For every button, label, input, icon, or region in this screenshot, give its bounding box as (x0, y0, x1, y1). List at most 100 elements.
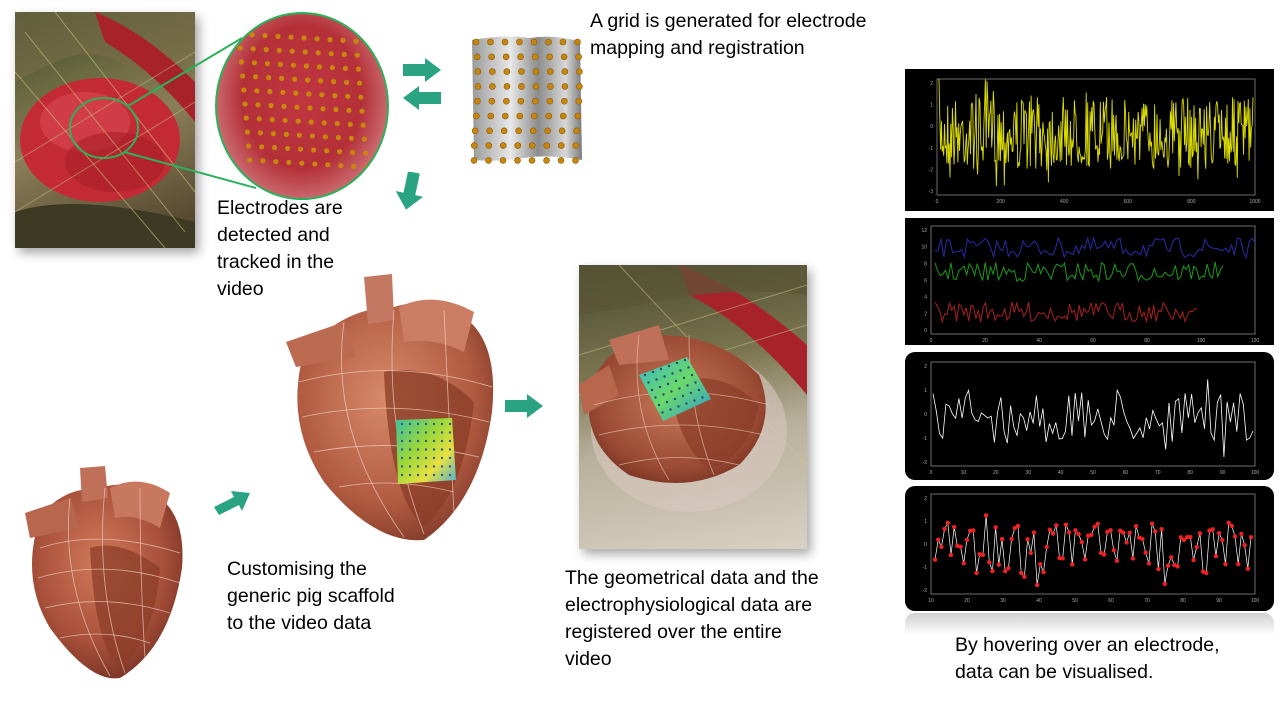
signal-plot-4[interactable]: 10 20 30 40 50 60 70 80 90 100 2 1 0 -1 -2 (905, 486, 1274, 611)
electrode-dot (290, 62, 296, 68)
grid-electrode (547, 83, 554, 90)
grid-electrode (503, 97, 510, 105)
signal-marker (1054, 523, 1059, 528)
signal-marker (1124, 540, 1129, 545)
y-tick-label: 1 (930, 103, 933, 109)
electrode-dot (322, 134, 328, 140)
caption-customise: Customising the generic pig scaffold to … (227, 558, 395, 634)
x-tick-label: 120 (1251, 338, 1260, 344)
signal-marker (1204, 570, 1209, 576)
electrode-dot (347, 121, 353, 127)
patch-electrode (416, 473, 420, 477)
signal-marker (1003, 568, 1008, 574)
signal-marker (993, 525, 998, 530)
patch-electrode (448, 473, 452, 477)
patch-electrode (661, 411, 664, 414)
signal-marker (1095, 521, 1100, 526)
electrode-dot (306, 91, 312, 97)
signal-marker (1239, 531, 1244, 537)
patch-electrode (424, 456, 428, 460)
grid-electrode (472, 38, 480, 46)
grid-electrode (515, 127, 522, 135)
grid-electrode (488, 53, 495, 61)
patch-electrode (408, 456, 412, 460)
grid-electrode (545, 112, 553, 120)
signal-marker (951, 524, 957, 530)
electrode-dot (355, 66, 361, 72)
grid-electrode (572, 142, 580, 149)
signal-marker (1169, 555, 1174, 560)
patch-electrode (655, 378, 658, 381)
signal-marker (1165, 563, 1171, 568)
x-tick-label: 0 (930, 470, 933, 476)
grid-electrode (546, 97, 554, 105)
plot-axes (930, 493, 1256, 595)
signal-plot-1[interactable]: 0 200 400 600 800 1000 2 1 0 -1 -2 -3 (905, 69, 1274, 211)
generic-heart-model (10, 458, 190, 684)
patch-electrode (440, 456, 444, 460)
grid-electrode (576, 68, 583, 75)
arrow-down-icon (396, 172, 424, 210)
signal-marker (942, 526, 947, 532)
signal-marker (1213, 553, 1219, 559)
patch-electrode (448, 448, 452, 451)
electrode-dot (348, 135, 354, 141)
y-tick-label: -2 (929, 167, 934, 173)
electrode-dot (319, 92, 325, 98)
scaffold-heart-model (284, 272, 504, 547)
y-tick-label: 10 (921, 245, 927, 251)
x-tick-label: 80 (1144, 338, 1150, 344)
electrode-dot (328, 51, 334, 57)
patch-electrode (440, 465, 444, 468)
patch-electrode (416, 439, 420, 443)
signal-marker (1188, 534, 1193, 540)
patch-electrode (440, 431, 444, 434)
signal-marker (1229, 523, 1235, 529)
signal-marker (1117, 528, 1123, 533)
electrode-dot (309, 133, 315, 139)
electrode-dot (307, 105, 313, 111)
signal-plot-2[interactable]: 0 20 40 60 80 100 120 12 10 8 6 4 2 0 (905, 218, 1274, 345)
patch-electrode (408, 431, 412, 434)
x-tick-label: 30 (1025, 470, 1031, 476)
electrode-dot (345, 93, 351, 99)
grid-electrode (561, 83, 569, 90)
signal-marker (948, 552, 954, 558)
y-tick-label: 2 (930, 81, 933, 87)
x-tick-label: 800 (1187, 199, 1196, 205)
electrode-dot (350, 149, 356, 155)
electrode-dot (250, 46, 256, 52)
signal-marker (1153, 529, 1158, 534)
patch-electrode (658, 385, 662, 389)
signal-marker (945, 520, 950, 526)
signal-marker (1178, 535, 1183, 540)
grid-electrode (472, 112, 480, 120)
signal-marker (1175, 564, 1180, 569)
patch-electrode (408, 439, 412, 443)
signal-marker (1025, 537, 1030, 542)
patch-electrode (432, 439, 436, 443)
patch-electrode (416, 465, 420, 468)
x-tick-label: 200 (996, 199, 1005, 205)
patch-electrode (683, 358, 687, 362)
electrode-dot (269, 117, 275, 123)
x-tick-label: 20 (982, 338, 988, 344)
y-tick-label: 8 (924, 261, 927, 267)
electrode-dot (264, 61, 270, 67)
electrode-dot (282, 117, 288, 123)
electrode-dot (259, 144, 265, 150)
electrode-dot (270, 131, 276, 137)
signal-plot-3[interactable]: 0 10 20 30 40 50 60 70 80 90 100 2 1 0 -1 -2 (905, 352, 1274, 480)
patch-electrode (416, 422, 420, 426)
y-tick-label: 12 (921, 228, 927, 234)
electrode-dot (334, 121, 340, 127)
signal-marker (958, 544, 963, 549)
x-tick-label: 80 (1187, 470, 1193, 476)
electrode-dot (283, 131, 289, 137)
y-tick-label: -2 (923, 588, 928, 594)
signal-marker (1159, 526, 1164, 532)
electrode-dot (241, 87, 247, 93)
electrode-dot (238, 59, 244, 65)
grid-electrode (528, 142, 536, 149)
patch-electrode (432, 465, 436, 468)
